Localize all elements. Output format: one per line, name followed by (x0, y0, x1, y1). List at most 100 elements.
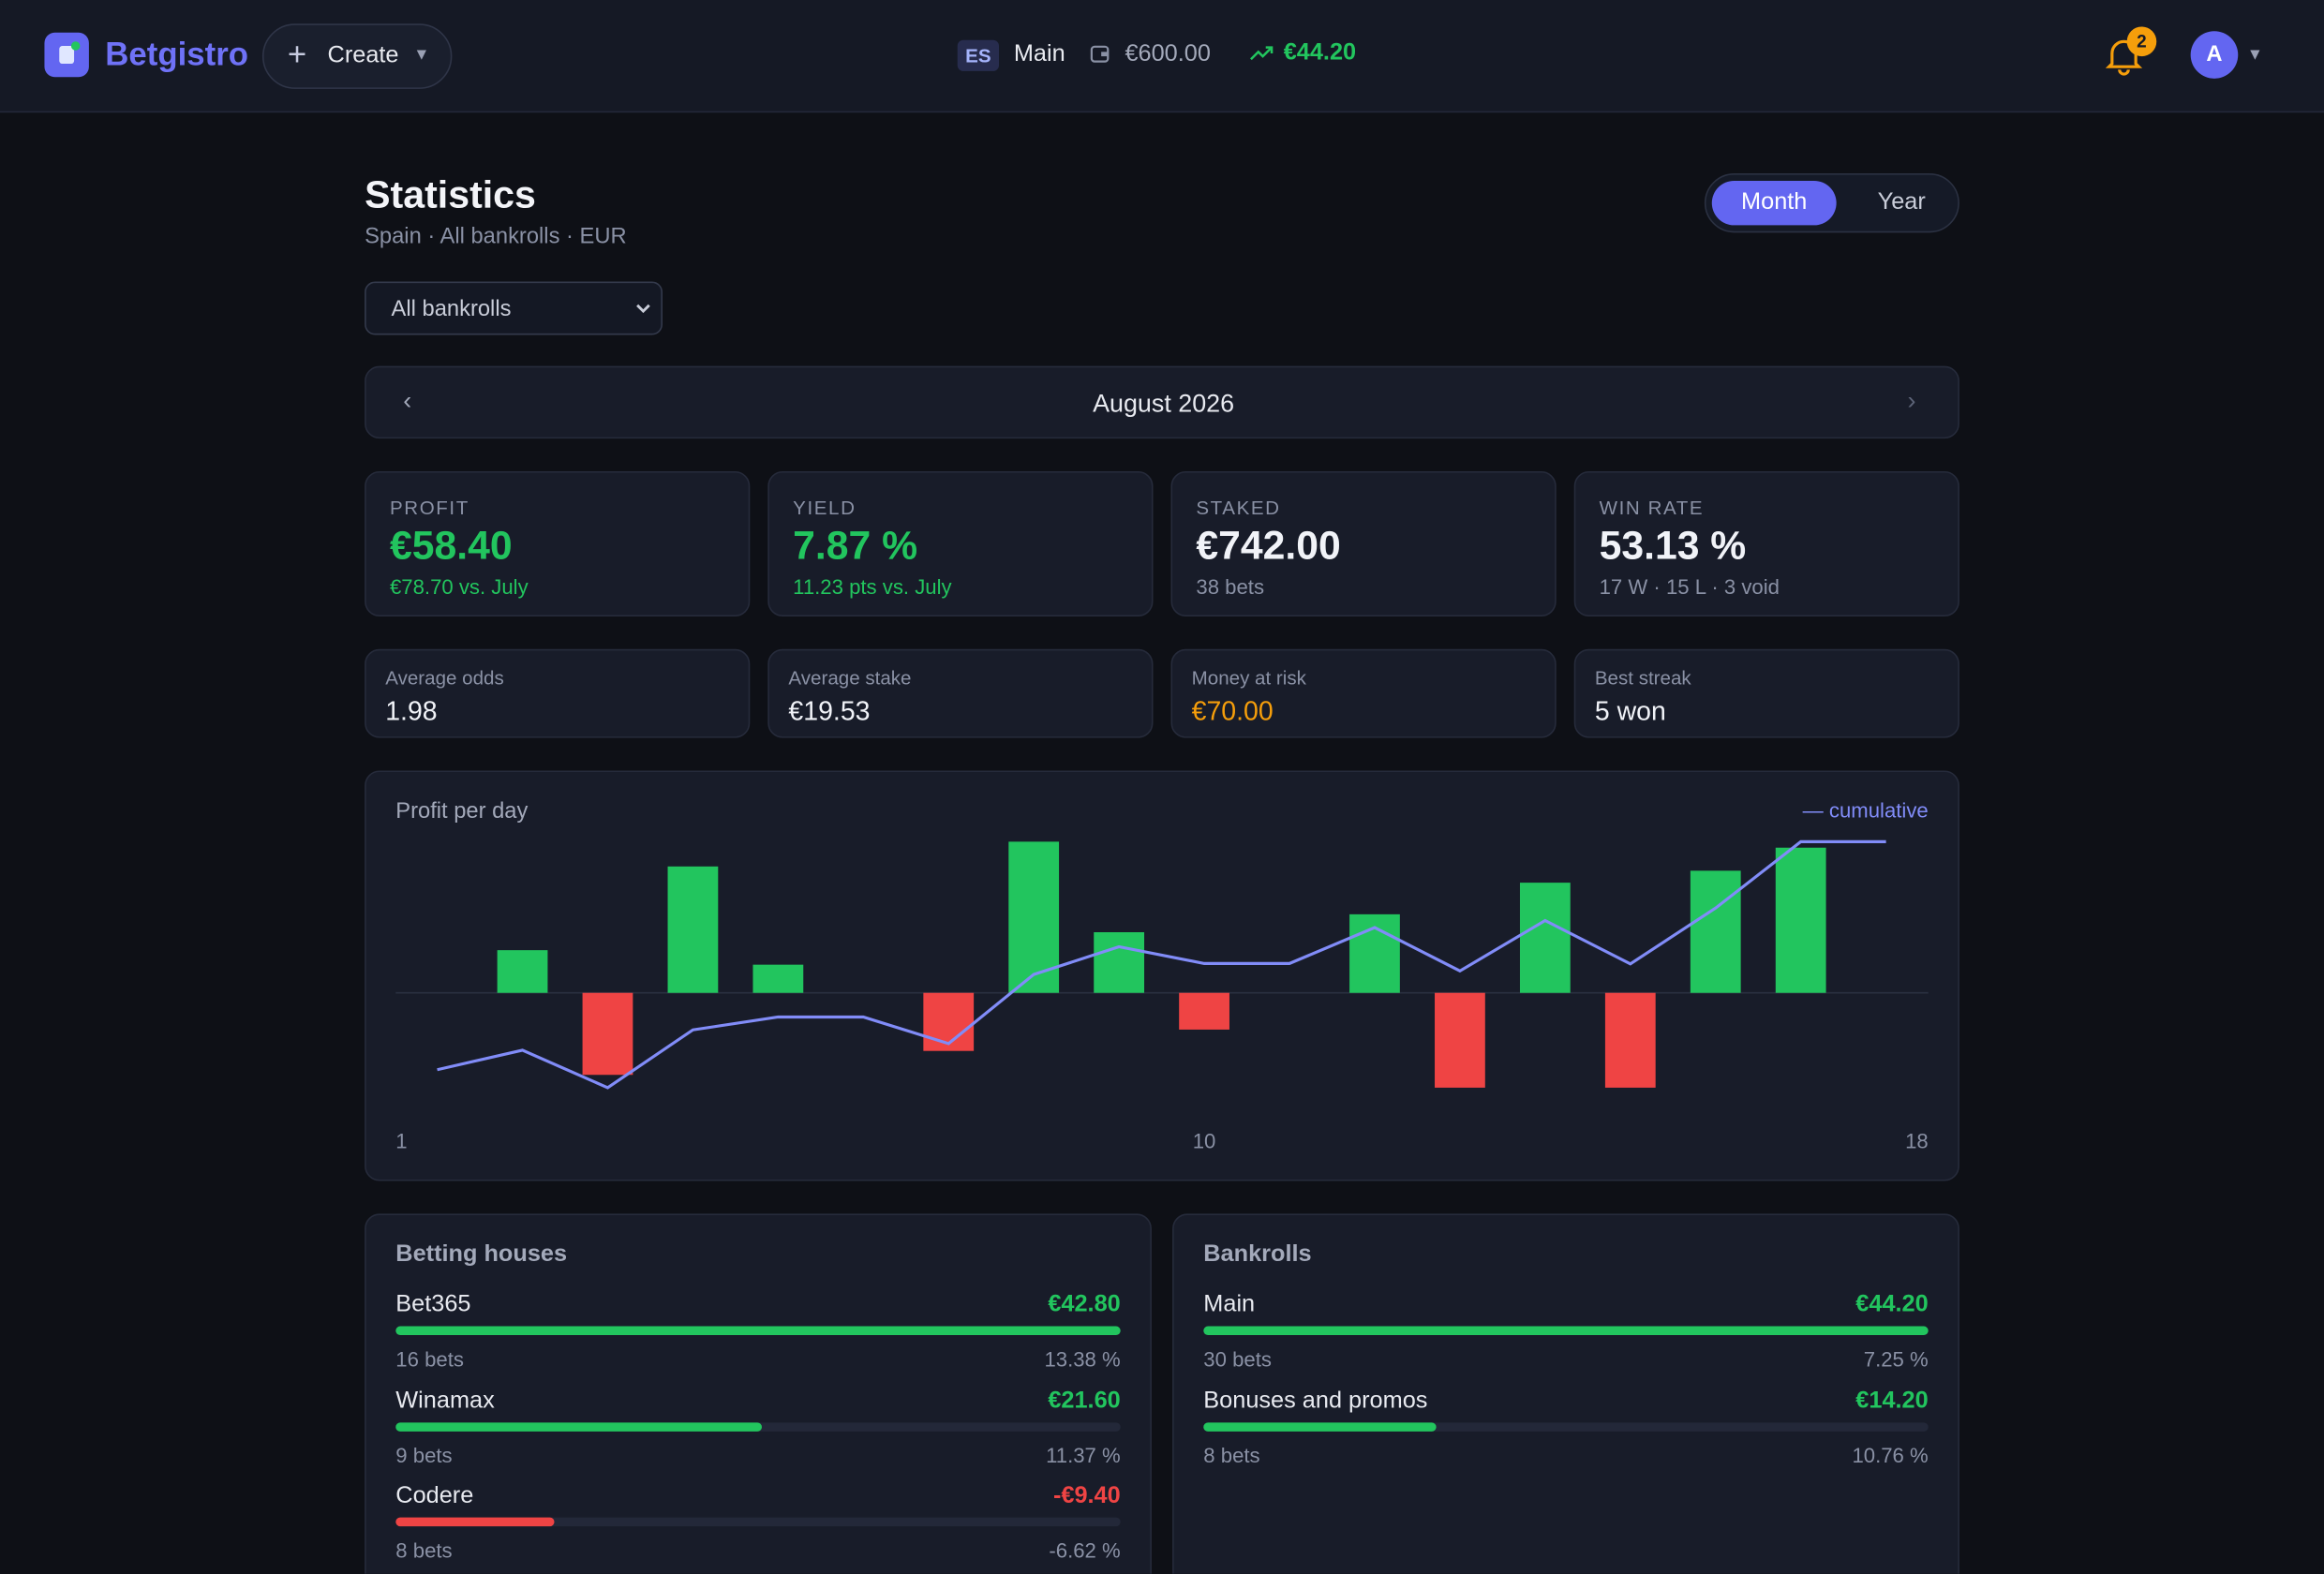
bar (923, 992, 975, 1051)
kpi-note: €78.70 vs. July (389, 574, 529, 599)
row-bets: 9 bets (395, 1442, 453, 1467)
plus-icon: + (287, 35, 307, 73)
kpi-card: PROFIT €58.40 €78.70 vs. July (365, 470, 751, 616)
trend-icon (1250, 46, 1274, 61)
detail-label: Money at risk (1191, 666, 1306, 690)
kpi-card: WIN RATE 53.13 % 17 W · 15 L · 3 void (1573, 470, 1959, 616)
detail-card: Best streak 5 won (1573, 648, 1959, 738)
bar (1203, 1421, 1437, 1432)
bar (1519, 883, 1571, 993)
row-name: Winamax (395, 1388, 495, 1414)
bar (1775, 847, 1826, 993)
period-option[interactable]: Month (1711, 180, 1837, 226)
avatar[interactable]: A (2190, 31, 2239, 79)
chart: Profit per day — cumulative 1 10 18 (395, 799, 1929, 1153)
bankroll-select[interactable]: All bankrolls (365, 281, 663, 335)
kpi-label: YIELD (793, 496, 857, 519)
period-option[interactable]: Year (1877, 189, 1926, 215)
bar (1435, 992, 1485, 1088)
kpi-value: 53.13 % (1599, 523, 1747, 568)
bar (497, 950, 548, 993)
legend-entry: — cumulative (1803, 799, 1929, 823)
bar-track (1203, 1326, 1929, 1336)
bar (1604, 992, 1656, 1088)
row-share: 10.76 % (1852, 1442, 1929, 1467)
detail-card: Money at risk €70.00 (1170, 648, 1557, 738)
header-profit: €44.20 (1283, 39, 1357, 66)
kpi-value: €58.40 (389, 523, 513, 568)
next-month[interactable]: › (1907, 386, 1916, 415)
chart-card: Profit per day — cumulative 1 10 18 (365, 770, 1959, 1181)
row-value: -€9.40 (1052, 1483, 1121, 1509)
brand[interactable]: Betgistro (105, 35, 249, 73)
kpi-note: 38 bets (1196, 574, 1265, 599)
row-value: €42.80 (1048, 1292, 1121, 1318)
row-bets: 30 bets (1203, 1346, 1272, 1372)
detail-value: €19.53 (788, 696, 871, 727)
row-share: 11.37 % (1046, 1442, 1121, 1467)
kpi-value: 7.87 % (793, 523, 918, 568)
bar (395, 1326, 1121, 1336)
wallet-icon (1090, 45, 1110, 63)
month-label: August 2026 (1093, 389, 1235, 419)
x-tick-label: 1 (395, 1129, 407, 1152)
kpi-card: STAKED €742.00 38 bets (1170, 470, 1557, 616)
row-name: Bet365 (395, 1292, 471, 1318)
country-badge: ES (957, 39, 1000, 71)
bankrolls-card: Bankrolls Main €44.20 30 bets 7.25 % Bonuses … (1172, 1213, 1959, 1574)
period-toggle: Month Year (1704, 173, 1959, 233)
page-title: Statistics (365, 171, 536, 216)
row-share: -6.62 % (1049, 1537, 1121, 1563)
row-share: 13.38 % (1044, 1346, 1121, 1372)
detail-value: €70.00 (1191, 696, 1274, 727)
kpi-note: 17 W · 15 L · 3 void (1599, 574, 1780, 599)
row-value: €21.60 (1048, 1388, 1121, 1414)
detail-label: Best streak (1594, 666, 1691, 690)
row-bets: 8 bets (395, 1537, 453, 1563)
bar (1179, 992, 1229, 1030)
select-chevron (636, 304, 650, 314)
bar (1094, 932, 1145, 993)
row-name: Bonuses and promos (1203, 1388, 1428, 1414)
x-tick-label: 18 (1905, 1129, 1929, 1152)
month-nav: ‹ August 2026 › (365, 365, 1959, 439)
row-name: Main (1203, 1292, 1256, 1318)
select-label: All bankrolls (391, 296, 512, 322)
bar-track (395, 1517, 1121, 1527)
detail-label: Average stake (788, 666, 912, 690)
caret: ▼ (413, 46, 430, 65)
cumulative-line (437, 839, 1886, 1090)
chart-title: Profit per day (395, 799, 528, 824)
row-value: €14.20 (1855, 1388, 1929, 1414)
bar (395, 1421, 762, 1432)
prev-month[interactable]: ‹ (403, 386, 412, 415)
bar (1203, 1326, 1929, 1336)
page-subtitle: Spain · All bankrolls · EUR (365, 223, 627, 249)
bankroll-name[interactable]: Main (1013, 41, 1065, 67)
kpi-card: YIELD 7.87 % 11.23 pts vs. July (767, 470, 1154, 616)
create-button[interactable]: + Create ▼ (261, 23, 453, 89)
detail-label: Average odds (385, 666, 504, 690)
x-tick-label: 10 (1193, 1129, 1216, 1152)
detail-value: 1.98 (385, 696, 438, 727)
row-name: Codere (395, 1483, 474, 1509)
bar-track (1203, 1421, 1929, 1432)
avatar-caret[interactable]: ▼ (2246, 46, 2263, 65)
logo-icon (59, 41, 81, 65)
bar (667, 866, 719, 993)
bar (1690, 870, 1741, 993)
detail-value: 5 won (1594, 696, 1666, 727)
create-label: Create (327, 42, 399, 68)
kpi-value: €742.00 (1196, 523, 1341, 568)
bar (582, 992, 633, 1076)
betting-houses-card: Betting houses Bet365 €42.80 16 bets 13.38 %… (365, 1213, 1152, 1574)
logo[interactable] (44, 32, 89, 78)
kpi-label: STAKED (1196, 496, 1281, 519)
detail-card: Average stake €19.53 (767, 648, 1154, 738)
detail-card: Average odds 1.98 (365, 648, 751, 738)
row-value: €44.20 (1855, 1292, 1929, 1318)
card-title: Bankrolls (1203, 1241, 1312, 1268)
row-bets: 16 bets (395, 1346, 464, 1372)
bar-track (395, 1326, 1121, 1336)
